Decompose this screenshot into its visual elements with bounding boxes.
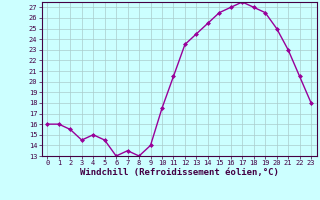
X-axis label: Windchill (Refroidissement éolien,°C): Windchill (Refroidissement éolien,°C) (80, 168, 279, 177)
